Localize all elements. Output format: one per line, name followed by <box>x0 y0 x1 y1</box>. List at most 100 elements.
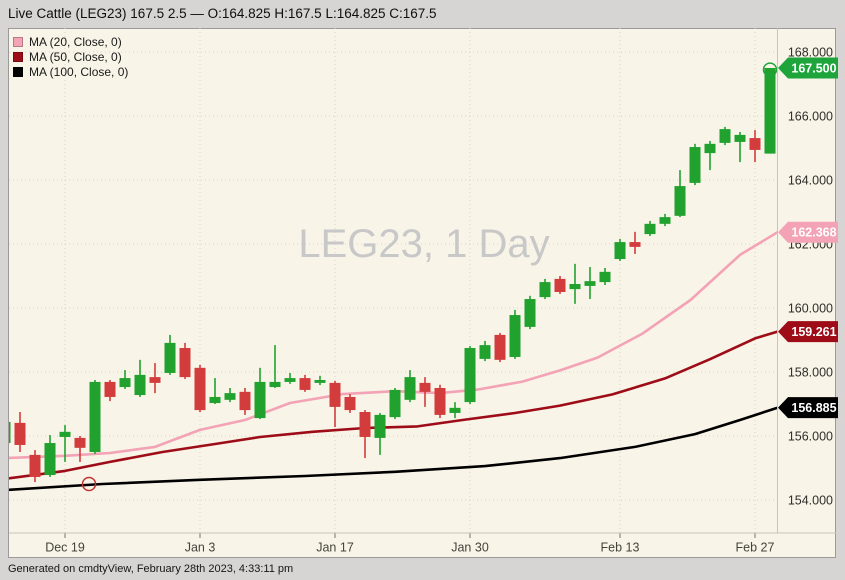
legend-label: MA (100, Close, 0) <box>29 64 129 79</box>
price-badge: 156.885 <box>778 397 838 419</box>
price-badge-value: 162.368 <box>791 226 836 240</box>
price-badge-shape <box>778 397 838 419</box>
candle-body <box>239 391 251 411</box>
candle-body <box>209 396 221 404</box>
candle-down <box>629 231 641 254</box>
candle-up <box>704 140 716 171</box>
price-marker-circle <box>762 62 778 77</box>
candle-up <box>569 263 581 304</box>
candle-body <box>299 378 311 390</box>
y-axis-tick-label: 168.000 <box>788 46 833 60</box>
candle-down <box>749 130 761 163</box>
candle-body <box>224 393 236 400</box>
candle-body <box>44 443 56 476</box>
y-axis-tick-label: 160.000 <box>788 302 833 316</box>
candle-body <box>464 348 476 403</box>
candle-body <box>359 412 371 437</box>
candle-body <box>9 421 11 444</box>
candle-up <box>614 238 626 261</box>
candle-body <box>659 217 671 224</box>
candle-up <box>134 359 146 397</box>
candle-body <box>554 278 566 292</box>
candle-up <box>119 370 131 389</box>
candle-up <box>674 170 686 218</box>
ma-line-ma50 <box>9 330 778 480</box>
candle-body <box>74 437 86 448</box>
candle-body <box>374 414 386 438</box>
candle-down <box>344 394 356 413</box>
candle-up <box>164 334 176 375</box>
candle-body <box>719 129 731 143</box>
generated-timestamp: Generated on cmdtyView, February 28th 20… <box>8 563 294 575</box>
candle-body <box>194 367 206 411</box>
y-axis-tick-label: 154.000 <box>788 494 833 508</box>
candle-up <box>689 143 701 186</box>
candle-up <box>314 375 326 386</box>
price-badge: 162.368 <box>778 221 838 243</box>
candle-body <box>479 345 491 359</box>
candle-up <box>719 126 731 146</box>
candle-down <box>74 436 86 462</box>
moving-average-lines <box>9 230 778 492</box>
legend-item-ma50: MA (50, Close, 0) <box>13 49 128 64</box>
price-badge-value: 159.261 <box>791 325 836 339</box>
x-axis-tick-label: Feb 27 <box>736 541 775 555</box>
candle-down <box>29 450 41 483</box>
legend-label: MA (50, Close, 0) <box>29 49 122 64</box>
x-axis-tick-label: Feb 13 <box>601 541 640 555</box>
ma-legend: MA (20, Close, 0) MA (50, Close, 0) MA (10… <box>13 34 128 79</box>
candle-body <box>29 454 41 477</box>
candle-up <box>479 340 491 362</box>
legend-item-ma100: MA (100, Close, 0) <box>13 64 128 79</box>
ma-line-ma20 <box>9 230 778 460</box>
axes-layer: 168.000166.000164.000162.000160.000158.0… <box>9 28 836 555</box>
candle-down <box>419 377 431 407</box>
legend-label: MA (20, Close, 0) <box>29 34 122 49</box>
candle-up <box>464 346 476 404</box>
chart-title-bar: Live Cattle (LEG23) 167.5 2.5 — O:164.82… <box>0 0 845 28</box>
candle-body <box>164 342 176 373</box>
candle-body <box>104 381 116 397</box>
candle-body <box>434 388 446 415</box>
candle-body <box>644 223 656 235</box>
candle-up <box>404 370 416 403</box>
candle-body <box>149 377 161 383</box>
candle-up <box>374 412 386 455</box>
candle-down <box>179 342 191 380</box>
candle-body <box>179 348 191 378</box>
candle-body <box>284 378 296 382</box>
candle-up <box>644 220 656 236</box>
candle-body <box>629 242 641 247</box>
candle-body <box>389 389 401 418</box>
candles-layer <box>9 68 776 483</box>
legend-color-swatch <box>13 66 23 77</box>
candle-body <box>539 282 551 298</box>
candle-up <box>209 378 221 404</box>
candle-body <box>14 422 26 445</box>
candle-body <box>569 284 581 290</box>
candle-up <box>254 367 266 420</box>
chart-title: Live Cattle (LEG23) 167.5 2.5 — O:164.82… <box>8 6 437 21</box>
x-axis-tick-label: Jan 17 <box>316 541 354 555</box>
price-badges-layer: 167.500 162.368 159.261 156.885 <box>778 57 838 419</box>
candle-body <box>119 378 131 388</box>
candle-body <box>254 381 266 419</box>
legend-color-swatch <box>13 51 23 62</box>
candle-body <box>419 382 431 392</box>
candle-body <box>449 407 461 413</box>
candle-body <box>494 334 506 360</box>
candle-body <box>509 315 521 357</box>
candle-body <box>344 396 356 411</box>
price-badge-shape <box>778 221 838 243</box>
candle-down <box>14 412 26 452</box>
candle-body <box>314 380 326 383</box>
candle-up <box>59 425 71 462</box>
x-axis-tick-label: Jan 3 <box>185 541 216 555</box>
candle-up <box>449 402 461 419</box>
legend-item-ma20: MA (20, Close, 0) <box>13 34 128 49</box>
candle-down <box>149 363 161 394</box>
ma-line-ma100 <box>9 406 778 492</box>
candle-up <box>224 388 236 403</box>
candle-body <box>704 143 716 154</box>
